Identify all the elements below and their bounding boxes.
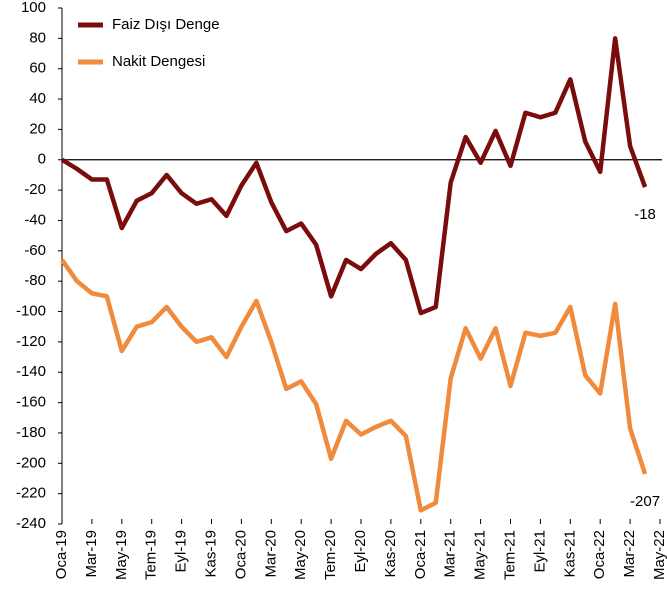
- y-tick-label: 0: [38, 151, 46, 168]
- y-tick-label: -200: [16, 454, 46, 471]
- x-tick-label: May-21: [472, 530, 489, 580]
- x-tick-label: Eyl-20: [352, 530, 369, 573]
- series-line: [60, 258, 648, 513]
- y-tick-label: -20: [24, 181, 46, 198]
- y-tick-label: -180: [16, 424, 46, 441]
- legend-label: Faiz Dışı Denge: [112, 16, 220, 33]
- data-label: -18: [634, 206, 656, 223]
- x-tick-label: Mar-20: [262, 530, 279, 578]
- x-tick-label: May-20: [292, 530, 309, 580]
- data-label: -207: [630, 493, 660, 510]
- x-tick-label: Oca-21: [412, 530, 429, 579]
- x-tick-label: Mar-21: [442, 530, 459, 578]
- x-tick-label: Eyl-21: [531, 530, 548, 573]
- x-tick-label: May-22: [651, 530, 667, 580]
- y-tick-label: 20: [29, 120, 46, 137]
- y-tick-label: -40: [24, 211, 46, 228]
- x-tick-label: Kas-19: [202, 530, 219, 578]
- y-tick-label: -140: [16, 363, 46, 380]
- x-tick-label: Oca-20: [232, 530, 249, 579]
- y-tick-label: 100: [21, 0, 46, 16]
- y-tick-label: 40: [29, 90, 46, 107]
- y-tick-label: -60: [24, 242, 46, 259]
- y-tick-label: -220: [16, 485, 46, 502]
- y-tick-label: -120: [16, 333, 46, 350]
- x-tick-label: Mar-22: [621, 530, 638, 578]
- y-tick-label: -100: [16, 302, 46, 319]
- y-tick-label: -80: [24, 272, 46, 289]
- x-tick-label: Oca-19: [53, 530, 70, 579]
- y-tick-label: 60: [29, 60, 46, 77]
- x-tick-label: Kas-21: [561, 530, 578, 578]
- x-tick-label: Tem-21: [501, 530, 518, 580]
- x-tick-label: Oca-22: [591, 530, 608, 579]
- x-tick-label: Eyl-19: [173, 530, 190, 573]
- series-line: [60, 36, 648, 316]
- x-tick-label: Tem-19: [143, 530, 160, 580]
- x-tick-label: Kas-20: [382, 530, 399, 578]
- y-tick-label: -240: [16, 515, 46, 532]
- x-tick-label: May-19: [113, 530, 130, 580]
- legend-label: Nakit Dengesi: [112, 53, 205, 70]
- x-tick-label: Tem-20: [322, 530, 339, 580]
- x-tick-label: Mar-19: [83, 530, 100, 578]
- y-tick-label: 80: [29, 29, 46, 46]
- y-tick-label: -160: [16, 394, 46, 411]
